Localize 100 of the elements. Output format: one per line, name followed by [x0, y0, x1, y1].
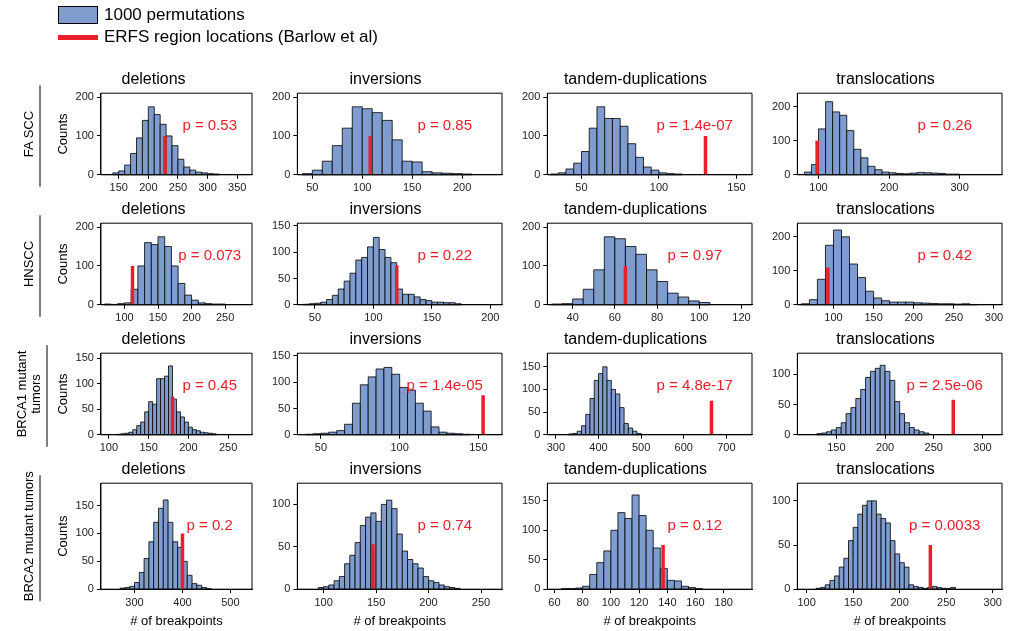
- x-tick-label: 50: [308, 311, 322, 324]
- chart-title: deletions: [121, 330, 186, 348]
- x-tick-label: 120: [732, 311, 751, 324]
- x-tick-label: 500: [631, 441, 651, 454]
- y-tick-label: 100: [271, 497, 291, 510]
- x-axis-title: # of breakpoints: [130, 612, 224, 628]
- x-tick-label: 700: [717, 441, 736, 454]
- x-tick-label: 200: [419, 595, 438, 608]
- x-tick-label: 100: [115, 311, 134, 324]
- y-tick-label: 0: [534, 582, 541, 595]
- x-tick-label: 200: [875, 441, 895, 454]
- annotation: p = 0.74: [417, 515, 473, 533]
- y-tick-label: 50: [778, 397, 791, 410]
- y-tick-label: 0: [87, 427, 94, 440]
- x-tick-label: 150: [402, 181, 422, 194]
- y-tick-label: 150: [75, 351, 94, 364]
- y-tick-label: 200: [75, 220, 94, 233]
- annotation: p = 0.2: [186, 515, 233, 533]
- y-tick-label: 200: [521, 220, 541, 233]
- annotation: p = 1.4e-07: [656, 115, 733, 133]
- y-tick-label: 50: [278, 271, 291, 284]
- x-tick-label: 150: [843, 595, 863, 608]
- x-tick-label: 100: [797, 595, 816, 608]
- annotation: p = 0.97: [667, 245, 723, 263]
- chart-title: tandem-duplications: [563, 460, 708, 478]
- y-tick-label: 50: [778, 538, 791, 551]
- chart-title: translocations: [836, 330, 935, 348]
- y-tick-label: 100: [521, 128, 541, 141]
- chart-title: inversions: [349, 70, 422, 88]
- annotation: p = 0.12: [667, 515, 723, 533]
- y-tick-label: 0: [87, 167, 94, 180]
- x-tick-label: 200: [139, 181, 158, 194]
- legend-label: ERFS region locations (Barlow et al): [104, 27, 379, 47]
- y-tick-label: 50: [81, 554, 94, 567]
- y-tick-label: 100: [271, 245, 291, 258]
- x-axis-title: # of breakpoints: [353, 612, 447, 628]
- text: BRCA1 mutant tumors: [13, 350, 43, 438]
- x-tick-label: 150: [727, 181, 746, 194]
- legend-label: 1000 permutations: [104, 5, 245, 25]
- y-tick-label: 100: [75, 526, 94, 539]
- x-tick-label: 160: [686, 595, 705, 608]
- y-axis-title: Counts: [55, 242, 71, 285]
- x-tick-label: 250: [924, 441, 943, 454]
- x-tick-label: 250: [944, 311, 964, 324]
- x-tick-label: 50: [314, 441, 328, 454]
- annotation: p = 0.0033: [909, 515, 981, 533]
- x-tick-label: 150: [148, 311, 168, 324]
- annotation: p = 0.45: [182, 375, 238, 393]
- annotation: p = 0.85: [417, 115, 473, 133]
- y-tick-label: 0: [534, 427, 541, 440]
- x-tick-label: 250: [937, 595, 956, 608]
- x-tick-label: 200: [182, 311, 201, 324]
- x-tick-label: 250: [168, 181, 188, 194]
- x-tick-label: 150: [422, 311, 442, 324]
- y-tick-label: 150: [521, 359, 541, 372]
- y-tick-label: 50: [528, 552, 541, 565]
- x-tick-label: 100: [690, 311, 709, 324]
- annotation: p = 0.53: [182, 115, 238, 133]
- x-tick-label: 80: [650, 311, 664, 324]
- x-tick-label: 120: [629, 595, 649, 608]
- y-tick-label: 200: [521, 90, 541, 103]
- y-tick-label: 0: [784, 297, 791, 310]
- x-tick-label: 250: [215, 311, 235, 324]
- y-tick-label: 100: [521, 258, 541, 271]
- text: BRCA2 mutant tumors: [20, 470, 36, 602]
- y-tick-label: 100: [75, 258, 94, 271]
- x-tick-label: 250: [218, 441, 238, 454]
- x-tick-label: 40: [566, 311, 579, 324]
- y-axis-title: Counts: [55, 515, 71, 557]
- x-tick-label: 140: [658, 595, 677, 608]
- x-tick-label: 60: [548, 595, 561, 608]
- chart-title: inversions: [349, 330, 422, 348]
- x-tick-label: 400: [173, 595, 192, 608]
- y-tick-label: 0: [284, 427, 291, 440]
- y-tick-label: 0: [284, 582, 291, 595]
- y-tick-label: 0: [534, 167, 541, 180]
- y-axis-title: Counts: [55, 372, 71, 415]
- y-tick-label: 100: [271, 128, 291, 141]
- annotation: p = 0.22: [417, 245, 473, 263]
- y-tick-label: 50: [278, 401, 291, 414]
- y-tick-label: 200: [75, 90, 94, 103]
- y-tick-label: 50: [528, 405, 541, 418]
- text: FA SCC: [20, 110, 36, 158]
- chart-title: translocations: [836, 70, 935, 88]
- x-tick-label: 150: [366, 595, 386, 608]
- x-tick-label: 200: [890, 595, 909, 608]
- text: HNSCC: [20, 240, 36, 288]
- x-tick-label: 400: [589, 441, 608, 454]
- x-tick-label: 300: [950, 181, 969, 194]
- x-tick-label: 200: [879, 181, 899, 194]
- x-tick-label: 100: [809, 181, 828, 194]
- x-tick-label: 250: [471, 595, 491, 608]
- chart-title: tandem-duplications: [563, 330, 708, 348]
- x-axis-title: # of breakpoints: [603, 612, 697, 628]
- annotation: p = 0.073: [178, 245, 242, 263]
- x-tick-label: 180: [714, 595, 733, 608]
- x-tick-label: 300: [973, 441, 992, 454]
- x-tick-label: 300: [983, 595, 1002, 608]
- x-tick-label: 150: [469, 441, 488, 454]
- y-tick-label: 0: [784, 167, 791, 180]
